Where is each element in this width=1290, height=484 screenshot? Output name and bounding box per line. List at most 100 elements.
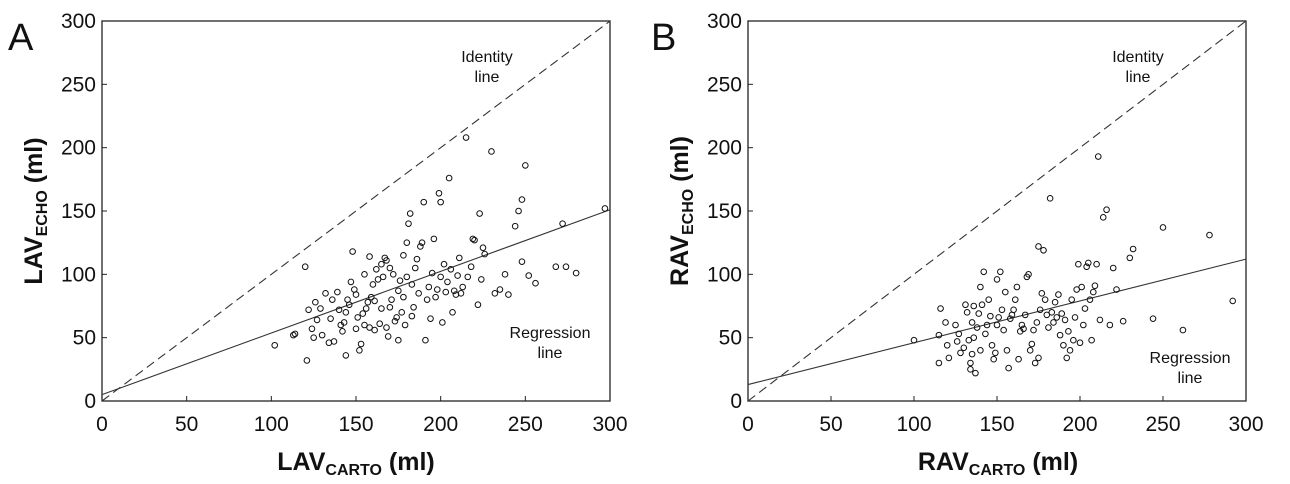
data-point-a [301,263,309,271]
data-point-a [362,305,370,312]
data-point-a [410,303,417,311]
data-point-b [987,312,994,320]
data-point-b [993,321,1001,329]
data-point-b [968,319,976,326]
data-point-b [1088,336,1095,344]
data-point-a [491,290,499,297]
data-point-a [464,273,472,281]
data-point-a [313,316,321,324]
data-point-a [450,287,458,295]
y-tick-label-b: 100 [707,263,742,286]
data-point-a [371,297,378,305]
data-point-a [379,273,387,281]
data-point-b [945,354,953,362]
data-point-a [572,269,580,277]
data-point-b [1043,311,1051,319]
data-point-b [1126,254,1134,262]
data-point-a [354,314,361,321]
data-point-a [476,210,483,217]
data-point-a [488,148,495,155]
data-point-a [352,325,360,333]
data-point-b [1048,309,1056,316]
data-point-b [937,305,944,312]
data-point-a [398,309,406,316]
data-point-b [1159,224,1167,231]
data-point-b [967,359,974,367]
data-point-a [312,298,319,306]
data-point-b [970,334,978,341]
data-point-a [393,314,400,321]
data-point-a [310,334,317,341]
data-point-a [357,340,365,348]
data-point-b [1086,296,1094,303]
data-point-a [396,277,404,284]
data-point-a [518,196,526,203]
data-point-b [1056,331,1064,339]
y-tick-label-a: 200 [61,137,96,160]
data-point-b [985,296,993,303]
data-point-b [1020,325,1027,333]
x-tick-label-b: 0 [742,413,754,436]
data-point-a [522,162,529,169]
data-point-b [1035,354,1042,362]
identity-line-b [747,20,1247,402]
data-point-a [395,287,402,295]
x-tick-label-a: 0 [96,413,108,436]
data-point-a [383,324,390,331]
x-tick-label-a: 250 [508,413,543,436]
data-point-a [515,207,522,215]
data-point-b [1015,355,1022,363]
data-point-b [970,302,978,310]
y-tick-label-b: 50 [719,327,742,350]
data-point-b [1106,321,1114,329]
data-point-b [965,336,973,344]
data-point-a [376,320,384,328]
data-point-b [1078,283,1085,291]
data-point-a [445,174,453,182]
data-point-b [1010,306,1017,314]
data-point-b [1013,283,1021,291]
data-point-a [305,306,312,314]
data-point-b [1053,314,1061,321]
panel-a: A 0 50 100 150 200 250 300 0 50 100 150 200 250 300 Ide… [8,10,628,479]
data-point-b [1073,286,1080,293]
data-point-a [369,281,377,288]
data-point-b [1018,321,1026,329]
data-point-a [408,312,416,320]
data-point-a [437,273,444,281]
data-point-a [440,260,448,268]
data-point-b [1076,339,1084,347]
data-point-a [318,331,326,339]
data-point-a [511,222,519,230]
data-point-b [1041,296,1049,303]
data-point-b [977,347,984,354]
data-point-b [1070,336,1077,344]
data-point-a [428,269,436,277]
regression-line-label-a: Regression line [510,325,591,362]
data-point-a [367,293,375,301]
data-point-a [303,357,311,364]
data-point-b [1066,347,1074,354]
data-point-b [1068,296,1075,303]
y-tick-label-b: 300 [707,10,742,33]
data-point-b [1058,310,1066,317]
data-point-a [406,210,414,217]
data-point-b [968,350,976,358]
data-point-b [973,324,981,331]
x-tick-label-b: 250 [1145,413,1180,436]
data-point-b [1085,259,1092,267]
data-point-b [1005,364,1012,372]
data-point-b [1051,298,1059,306]
regression-line-a [101,209,611,396]
identity-line-label-b: Identity line [1112,49,1164,86]
data-point-a [427,315,434,322]
data-point-a [552,263,560,271]
data-point-a [449,309,456,316]
data-point-b [963,309,971,316]
data-point-b [1229,297,1237,305]
data-point-b [1179,326,1187,334]
data-point-b [1063,354,1071,362]
panel-letter-a: A [8,17,34,59]
data-point-a [430,235,438,243]
